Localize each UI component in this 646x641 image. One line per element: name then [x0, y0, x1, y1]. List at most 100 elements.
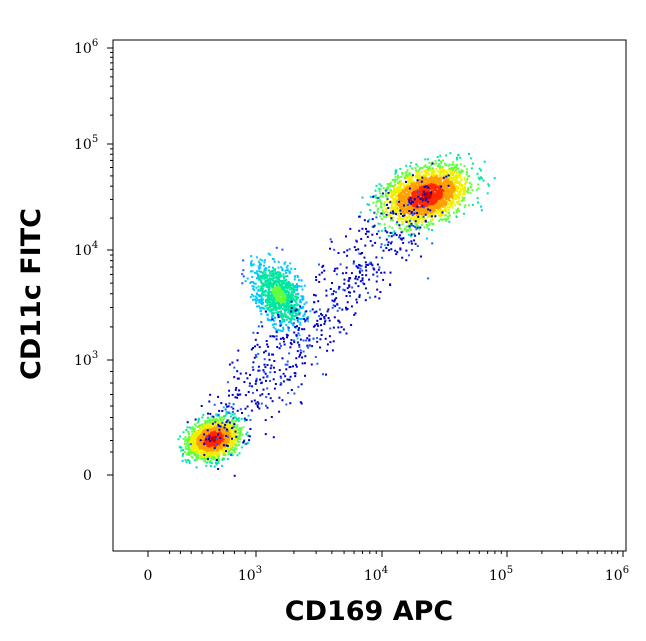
- event-dot: [434, 159, 437, 162]
- event-dot: [217, 459, 220, 462]
- event-dot: [225, 438, 228, 441]
- event-dot: [288, 292, 290, 295]
- event-dot: [451, 184, 454, 187]
- event-dot: [208, 445, 210, 448]
- event-dot: [269, 319, 272, 322]
- event-dot: [190, 446, 192, 449]
- event-dot: [265, 280, 267, 282]
- event-dot: [208, 461, 211, 464]
- event-dot: [275, 311, 278, 314]
- event-dot: [453, 186, 456, 189]
- event-dot: [197, 420, 200, 423]
- event-dot: [271, 289, 274, 292]
- event-dot: [200, 434, 203, 437]
- event-dot: [287, 295, 290, 298]
- event-dot: [414, 217, 417, 220]
- event-dot: [289, 313, 292, 316]
- event-dot: [264, 281, 267, 284]
- event-dot: [477, 183, 480, 186]
- event-dot: [402, 203, 405, 206]
- event-dot: [258, 277, 261, 280]
- event-dot: [257, 305, 260, 308]
- event-dot: [443, 209, 446, 211]
- event-dot: [201, 431, 204, 434]
- event-dot: [409, 206, 412, 209]
- event-dot: [184, 439, 187, 442]
- event-dot: [457, 153, 460, 156]
- event-dot: [280, 290, 283, 293]
- event-dot: [262, 307, 265, 310]
- event-dot: [415, 195, 418, 198]
- event-dot: [397, 220, 400, 223]
- event-dot: [211, 451, 214, 454]
- event-dot: [199, 446, 202, 449]
- event-dot: [206, 449, 208, 452]
- event-dot: [283, 309, 286, 312]
- event-dot: [205, 441, 208, 444]
- event-dot: [187, 445, 190, 448]
- event-dot: [209, 459, 212, 462]
- event-dot: [446, 172, 449, 175]
- event-dot: [380, 194, 383, 197]
- event-dot: [391, 231, 394, 234]
- event-dot: [293, 286, 295, 289]
- event-dot: [416, 182, 419, 185]
- event-dot: [275, 294, 278, 297]
- event-dot: [193, 452, 196, 454]
- event-dot: [399, 196, 402, 199]
- event-dot: [289, 307, 292, 309]
- event-dot: [259, 258, 262, 261]
- event-dot: [419, 216, 422, 219]
- event-dot: [207, 426, 210, 429]
- event-dot: [372, 201, 375, 204]
- event-dot: [227, 438, 230, 441]
- event-dot: [269, 279, 272, 282]
- event-dot: [415, 208, 418, 211]
- event-dot: [221, 440, 224, 443]
- event-dot: [456, 182, 459, 184]
- event-dot: [276, 301, 279, 304]
- event-dot: [286, 296, 289, 299]
- event-dot: [396, 176, 399, 179]
- event-dot: [221, 458, 224, 461]
- event-dot: [268, 319, 271, 321]
- event-dot: [267, 252, 270, 255]
- event-dot: [254, 271, 256, 274]
- event-dot: [433, 189, 435, 192]
- event-dot: [469, 185, 472, 188]
- event-dot: [388, 234, 390, 237]
- event-dot: [219, 426, 222, 429]
- event-dot: [234, 420, 237, 423]
- event-dot: [225, 422, 228, 425]
- event-dot: [405, 194, 408, 196]
- event-dot: [426, 171, 429, 174]
- event-dot: [469, 192, 472, 195]
- event-dot: [205, 457, 208, 460]
- event-dot: [212, 433, 215, 436]
- event-dot: [280, 310, 283, 313]
- event-dot: [204, 425, 207, 428]
- event-dot: [231, 420, 234, 423]
- event-dot: [194, 453, 197, 456]
- event-dot: [396, 210, 398, 212]
- event-dot: [218, 438, 221, 441]
- event-dot: [281, 313, 284, 316]
- event-dot: [395, 169, 398, 172]
- event-dot: [240, 417, 243, 420]
- event-dot: [456, 156, 458, 159]
- event-dot: [206, 444, 209, 447]
- event-dot: [290, 267, 293, 270]
- event-dot: [177, 438, 180, 441]
- event-dot: [395, 196, 397, 199]
- event-dot: [290, 284, 293, 287]
- event-dot: [480, 176, 482, 179]
- event-dot: [209, 444, 211, 446]
- event-dot: [211, 457, 213, 460]
- event-dot: [437, 182, 440, 185]
- event-dot: [202, 457, 205, 460]
- event-dot: [397, 174, 400, 177]
- event-dot: [394, 172, 397, 175]
- event-dot: [274, 296, 277, 299]
- event-dot: [293, 307, 296, 310]
- event-dot: [268, 290, 270, 293]
